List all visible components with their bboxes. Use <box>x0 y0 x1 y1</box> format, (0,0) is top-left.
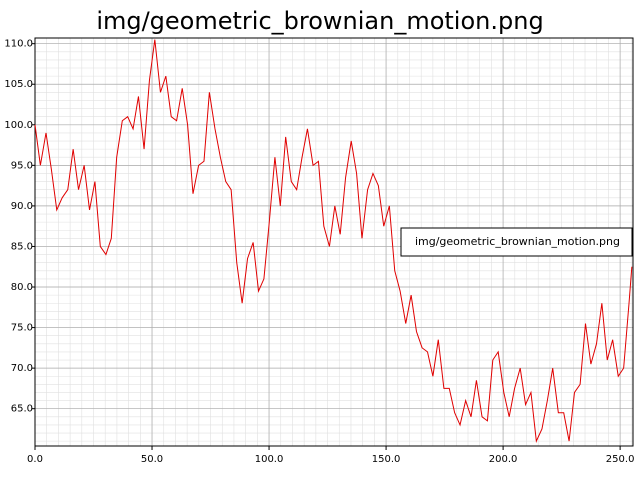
chart-title: img/geometric_brownian_motion.png <box>96 7 543 35</box>
y-tick-label: 70.0 <box>11 363 33 374</box>
y-tick-label: 110.0 <box>4 39 33 50</box>
line <box>34 39 633 443</box>
y-tick-label: 80.0 <box>11 282 33 293</box>
legend-box <box>400 227 633 257</box>
y-tick-label: 85.0 <box>11 241 33 252</box>
x-tick-label: 100.0 <box>255 454 284 465</box>
legend-label: img/geometric_brownian_motion.png <box>415 235 620 248</box>
y-tick-label: 100.0 <box>4 120 33 131</box>
y-tick-label: 105.0 <box>4 79 33 90</box>
y-tick-label: 75.0 <box>11 323 33 334</box>
y-tick-label: 90.0 <box>11 201 33 212</box>
x-tick-label: 150.0 <box>372 454 401 465</box>
x-tick-label: 0.0 <box>27 454 43 465</box>
x-tick-label: 200.0 <box>489 454 518 465</box>
x-tick-label: 50.0 <box>141 454 163 465</box>
plot-frame <box>34 37 634 447</box>
y-tick-label: 65.0 <box>11 404 33 415</box>
y-tick-label: 95.0 <box>11 160 33 171</box>
x-tick-label: 250.0 <box>606 454 635 465</box>
